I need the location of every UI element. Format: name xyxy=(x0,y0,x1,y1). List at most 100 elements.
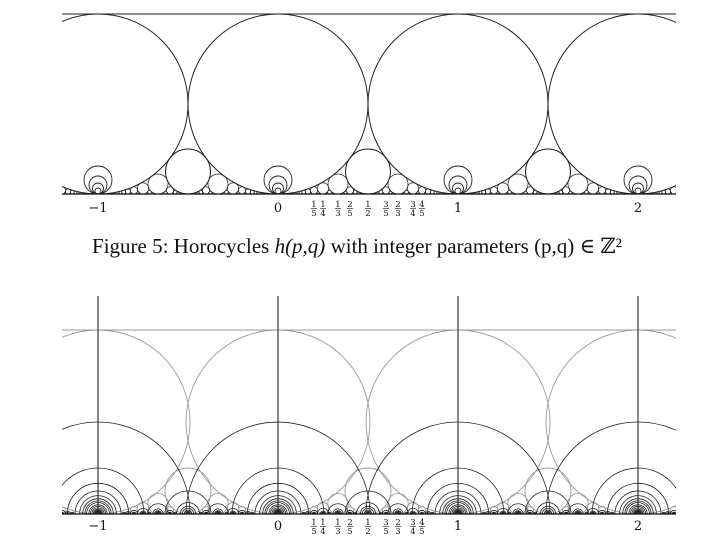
fraction-numerator: 4 xyxy=(419,518,424,528)
geodesic-arc xyxy=(695,511,700,514)
geodesic-arc xyxy=(434,490,482,515)
geodesic-arc xyxy=(631,507,645,515)
geodesic-arc xyxy=(183,509,193,515)
geodesic-arc xyxy=(79,495,117,515)
geodesic-arc xyxy=(66,483,130,515)
geodesic-arc xyxy=(185,421,371,515)
geodesic-geometry xyxy=(0,296,713,515)
nested-horocycle xyxy=(263,165,293,195)
geodesic-arc xyxy=(268,504,288,515)
fraction-numerator: 1 xyxy=(335,200,340,210)
fraction-denominator: 3 xyxy=(335,527,340,537)
fraction-numerator: 3 xyxy=(383,518,388,528)
geodesic-arc xyxy=(709,513,711,514)
horocycle xyxy=(0,330,10,514)
geodesic-arc xyxy=(46,513,48,514)
fraction-label: 35 xyxy=(383,200,389,219)
horocycle xyxy=(706,507,713,514)
geodesic-arc xyxy=(50,511,56,514)
nested-horocycle xyxy=(88,175,108,195)
geodesic-arc xyxy=(5,511,10,514)
geodesic-arc xyxy=(84,500,112,515)
geodesic-arc xyxy=(387,503,409,515)
geodesic-arc xyxy=(45,512,49,514)
geodesic-arc xyxy=(677,508,689,514)
fraction-numerator: 1 xyxy=(335,518,340,528)
nested-horocycle xyxy=(272,182,284,195)
horocycle xyxy=(187,13,369,195)
caption-prefix: Figure 5: Horocycles xyxy=(92,234,275,258)
geodesic-arc xyxy=(52,513,55,514)
geodesic-arc xyxy=(628,504,648,515)
geodesic-arc xyxy=(574,510,582,515)
geodesic-arc xyxy=(606,483,670,515)
geodesic-arc xyxy=(572,508,584,515)
fraction-label: 25 xyxy=(347,518,353,537)
geodesic-arc xyxy=(0,491,31,514)
geodesic-arc xyxy=(164,490,212,515)
geodesic-arc xyxy=(411,467,505,515)
geodesic-arc xyxy=(622,498,654,515)
geodesic-arc xyxy=(4,510,12,514)
horocycle xyxy=(62,506,67,515)
axis-label-minus-1: −1 xyxy=(88,201,107,216)
axis-label-1: 1 xyxy=(454,201,462,216)
geodesic-arc xyxy=(697,513,699,514)
geodesic-arc xyxy=(229,510,237,515)
geodesic-arc xyxy=(91,507,105,515)
geodesic-arc xyxy=(89,506,107,515)
geodesic-arc xyxy=(619,495,657,515)
geodesic-arc xyxy=(82,498,114,515)
geodesic-arc xyxy=(363,509,373,515)
fraction-label: 35 xyxy=(383,518,389,537)
geodesic-arc xyxy=(696,512,699,514)
geodesic-arc xyxy=(0,503,20,515)
fraction-numerator: 3 xyxy=(383,200,388,210)
geodesic-group xyxy=(0,296,713,515)
axis-label-minus-1: −1 xyxy=(88,519,107,534)
nested-horocycle xyxy=(83,165,113,195)
geodesic-arc xyxy=(271,507,285,515)
fraction-numerator: 2 xyxy=(347,200,352,210)
geodesic-arc xyxy=(442,498,474,515)
fraction-label: 45 xyxy=(419,518,425,537)
nested-horocycle xyxy=(454,187,462,195)
geodesic-arc xyxy=(20,513,21,514)
geodesic-arc xyxy=(52,513,53,514)
nested-horocycle xyxy=(268,175,288,195)
geodesic-arc xyxy=(454,510,462,515)
geodesic-arc xyxy=(453,509,463,515)
horocycle xyxy=(22,507,29,514)
geodesic-arc xyxy=(514,510,522,515)
fraction-denominator: 5 xyxy=(383,209,388,219)
geodesic-arc xyxy=(688,512,692,514)
fraction-label: 14 xyxy=(320,518,326,537)
geodesic-arc xyxy=(507,503,529,515)
geodesic-arc xyxy=(539,506,557,515)
fraction-denominator: 5 xyxy=(419,527,424,537)
geodesic-arc xyxy=(51,512,55,514)
geodesic-arc xyxy=(86,502,110,515)
geodesic-arc xyxy=(28,504,48,514)
geodesic-arc xyxy=(689,513,690,514)
geodesic-arc xyxy=(254,490,302,515)
geodesic-arc xyxy=(266,502,290,515)
horocycle xyxy=(688,494,708,514)
fraction-denominator: 4 xyxy=(410,209,415,219)
geodesic-arc xyxy=(359,506,377,515)
fraction-label: 13 xyxy=(335,200,341,219)
fraction-label: 14 xyxy=(320,200,326,219)
geodesic-arc xyxy=(319,510,327,515)
fraction-label: 25 xyxy=(347,200,353,219)
geodesic-arc xyxy=(47,508,59,514)
geodesic-arc xyxy=(632,508,644,515)
figure-5-caption: Figure 5: Horocycles h(p,q) with integer… xyxy=(0,234,714,259)
geodesic-arc xyxy=(626,502,650,515)
geodesic-arc xyxy=(634,510,642,515)
fraction-numerator: 2 xyxy=(395,200,400,210)
nested-horocycle xyxy=(628,175,648,195)
fraction-denominator: 4 xyxy=(320,527,325,537)
